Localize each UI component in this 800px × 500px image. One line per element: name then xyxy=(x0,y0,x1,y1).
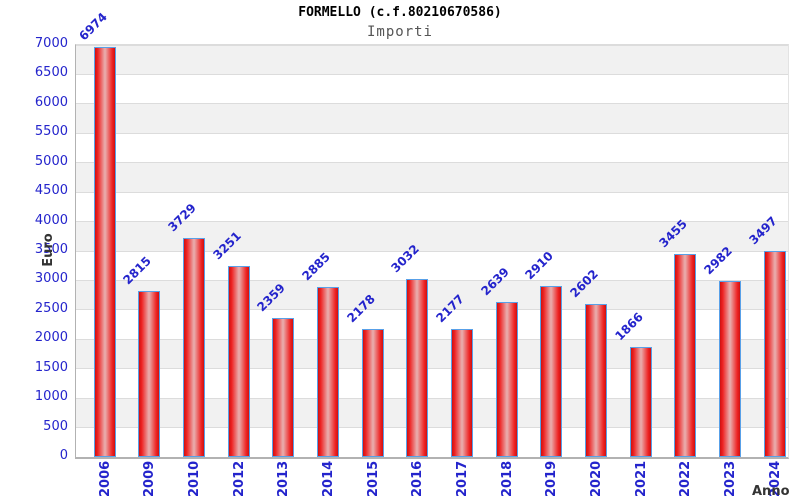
bar xyxy=(316,287,339,457)
x-tick-label: 2015 xyxy=(365,460,381,497)
plot-area xyxy=(75,44,789,459)
gridline xyxy=(76,44,788,46)
bar xyxy=(540,286,563,457)
x-tick-label: 2023 xyxy=(722,460,738,497)
gridline xyxy=(76,132,788,134)
y-axis-title: Euro xyxy=(41,233,56,267)
gridline xyxy=(76,338,788,340)
gridline xyxy=(76,73,788,75)
gridline xyxy=(76,250,788,252)
bar xyxy=(406,279,429,457)
y-tick-label: 1000 xyxy=(34,389,68,405)
bar xyxy=(93,47,116,457)
bar xyxy=(138,291,161,457)
x-tick-label: 2009 xyxy=(142,460,158,497)
y-tick-label: 0 xyxy=(59,448,68,463)
y-tick-label: 2000 xyxy=(34,330,68,346)
y-tick-label: 6500 xyxy=(34,65,68,81)
x-tick-label: 2021 xyxy=(633,460,649,497)
x-tick-label: 2010 xyxy=(186,460,202,497)
bar xyxy=(182,238,205,457)
bar xyxy=(495,302,518,457)
bar xyxy=(227,266,250,457)
y-tick-label: 5000 xyxy=(34,153,68,169)
x-tick-label: 2020 xyxy=(588,460,604,497)
gridline xyxy=(76,368,788,370)
gridline xyxy=(76,309,788,311)
x-axis-title: Anno xyxy=(752,484,790,499)
bar xyxy=(584,304,607,457)
y-tick-label: 500 xyxy=(43,418,68,434)
x-tick-label: 2006 xyxy=(97,460,113,497)
y-tick-label: 4000 xyxy=(34,212,68,228)
y-tick-label: 1500 xyxy=(34,359,68,375)
gridline xyxy=(76,221,788,223)
chart-title: FORMELLO (c.f.80210670586) xyxy=(298,5,502,20)
bar xyxy=(674,254,697,457)
x-tick-label: 2022 xyxy=(678,460,694,497)
x-tick-label: 2016 xyxy=(410,460,426,497)
y-tick-label: 3500 xyxy=(34,242,68,257)
y-tick-label: 7000 xyxy=(34,36,68,51)
gridline xyxy=(76,191,788,193)
x-tick-label: 2019 xyxy=(544,460,560,497)
y-tick-label: 3000 xyxy=(34,271,68,287)
gridline xyxy=(76,397,788,399)
gridline xyxy=(76,103,788,105)
x-tick-label: 2012 xyxy=(231,460,247,497)
x-tick-label: 2014 xyxy=(320,460,336,497)
bar xyxy=(629,347,652,457)
gridline xyxy=(76,427,788,429)
y-tick-label: 4500 xyxy=(34,183,68,199)
gridline xyxy=(76,279,788,281)
x-tick-label: 2017 xyxy=(454,460,470,497)
gridline xyxy=(76,162,788,164)
bar xyxy=(763,251,786,457)
y-tick-label: 6000 xyxy=(34,94,68,110)
chart-subtitle: Importi xyxy=(366,24,433,40)
x-tick-label: 2018 xyxy=(499,460,515,497)
x-tick-label: 2013 xyxy=(276,460,292,497)
bar xyxy=(450,329,473,457)
bar xyxy=(361,329,384,457)
bar xyxy=(718,281,741,457)
y-tick-label: 5500 xyxy=(34,124,68,140)
bar xyxy=(272,318,295,457)
y-tick-label: 2500 xyxy=(34,300,68,316)
